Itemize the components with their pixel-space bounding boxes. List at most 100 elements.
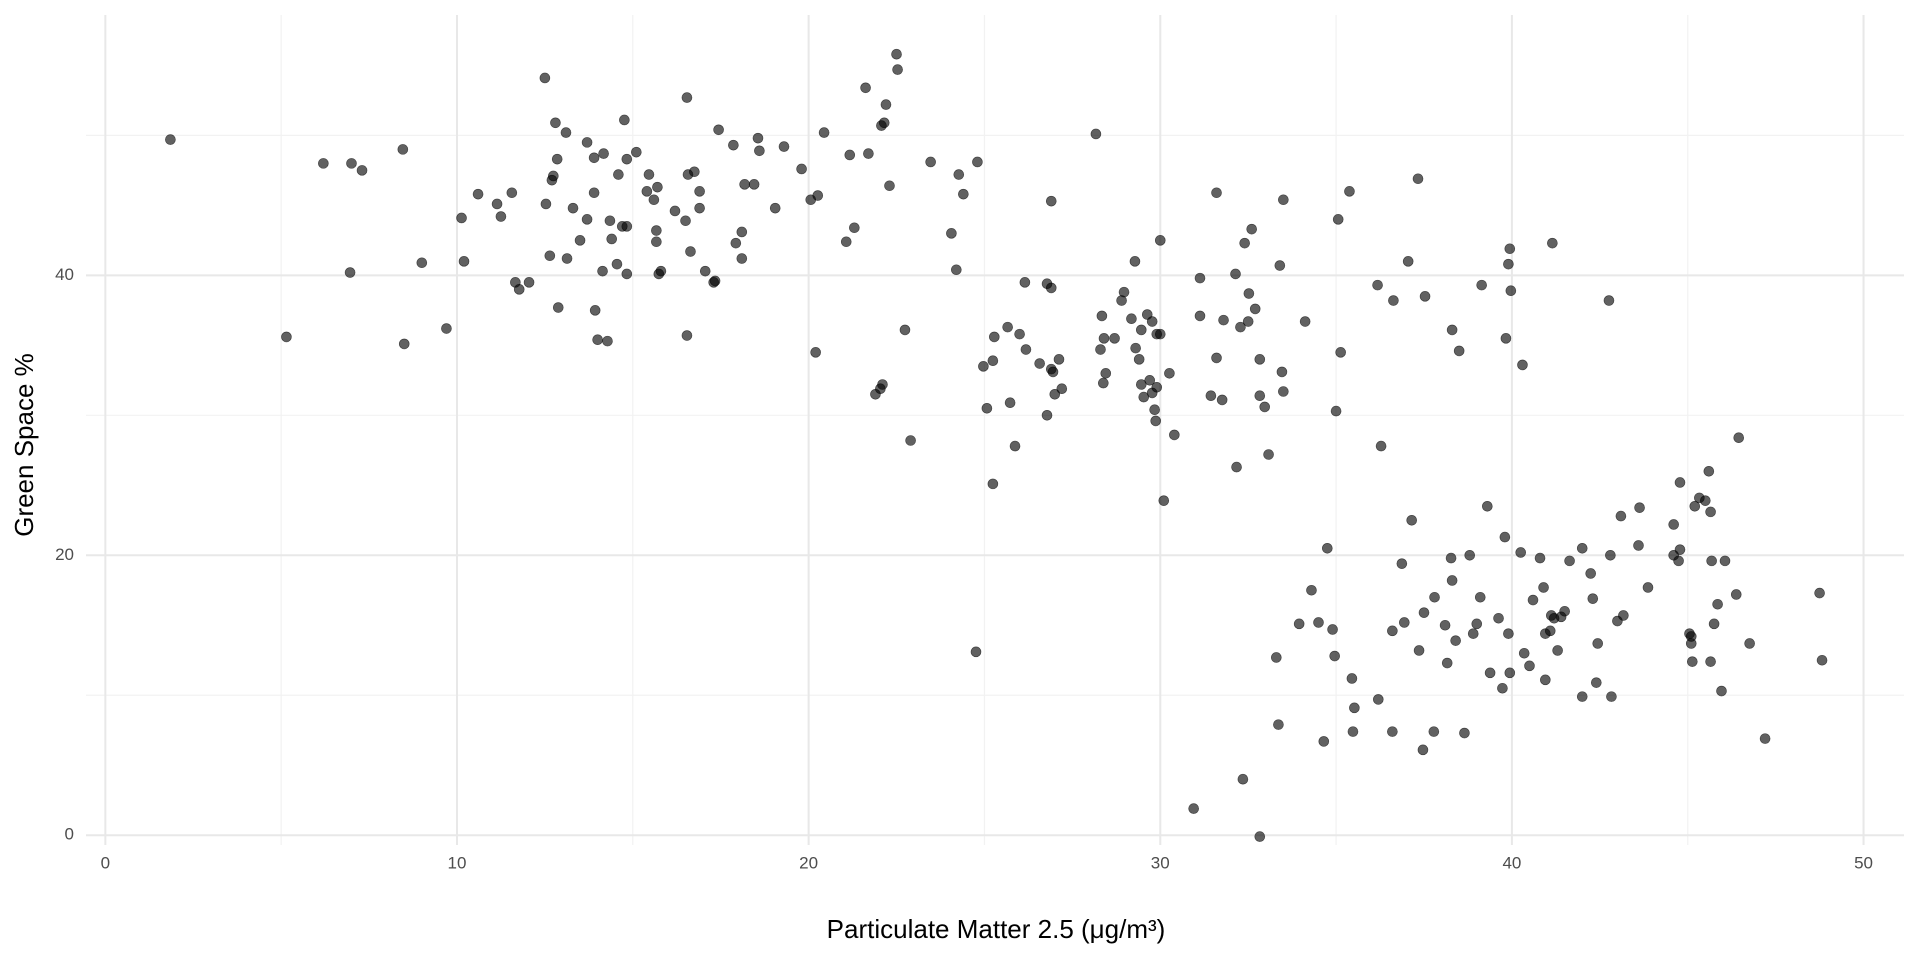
point [844,149,856,161]
point [1576,691,1588,702]
point [1592,638,1604,649]
point [1503,258,1514,270]
point [1239,237,1250,249]
y-tick-label: 20 [55,545,74,564]
point [1538,582,1549,593]
point [1090,128,1102,140]
point [1231,461,1242,473]
point [1387,625,1398,637]
point [1126,313,1137,325]
point [1118,286,1130,298]
point [1441,657,1453,669]
point [1330,405,1342,417]
point [648,194,660,206]
point [860,82,871,94]
point [1668,519,1679,530]
point [643,169,655,180]
point [550,117,561,129]
point [1816,654,1828,666]
point [1634,502,1645,513]
point [1109,333,1120,344]
point [655,265,667,277]
point [925,156,936,168]
point [1547,237,1558,249]
point [1527,594,1539,606]
point [602,335,613,347]
point [1417,744,1429,756]
point [1133,354,1145,365]
point [946,228,957,239]
point [680,215,691,227]
point [597,265,608,277]
point [1730,589,1742,600]
point [613,169,624,180]
point [878,117,890,129]
point [1484,667,1496,679]
point [1504,243,1516,255]
point [651,225,662,236]
x-tick-label: 40 [1502,853,1521,872]
point [1387,726,1398,737]
point [1418,607,1430,618]
point [1439,619,1451,631]
point [1388,295,1399,306]
point [1674,544,1686,555]
point [581,214,593,225]
point [1576,542,1588,554]
point [631,146,642,158]
grid [86,15,1904,845]
x-axis-title: Particulate Matter 2.5 (μg/m³) [827,914,1166,944]
point [694,202,705,214]
point [621,153,633,165]
point [397,144,409,155]
point [544,250,556,262]
point [1559,605,1570,617]
point [1329,650,1340,662]
point [1544,625,1556,637]
point [1505,285,1517,297]
point [1293,618,1305,630]
point [972,156,983,168]
point [491,198,503,210]
point [728,139,739,151]
point [1474,591,1486,603]
point [416,257,428,269]
point [730,237,742,249]
point [1135,324,1147,336]
point [1618,610,1629,621]
point [1045,195,1057,207]
point [1237,773,1249,785]
point [1149,404,1160,416]
point [1349,702,1360,714]
point [506,187,518,199]
point [1587,593,1599,604]
point [1344,186,1355,197]
point [840,236,852,248]
point [987,355,999,367]
point [1278,386,1289,397]
point [281,331,292,343]
point [1318,736,1330,747]
point [1273,719,1284,730]
point [1346,673,1358,684]
point [1045,282,1057,294]
point [1712,598,1723,610]
point [1705,506,1716,518]
point [1428,726,1440,737]
point [681,330,693,341]
point [953,169,965,180]
point [611,258,623,270]
point [736,226,748,238]
point [1146,316,1158,327]
point [1703,465,1715,477]
point [1450,635,1461,646]
point [1322,542,1333,554]
point [1467,628,1479,639]
point [713,124,724,136]
point [1335,347,1346,358]
point [1476,279,1487,291]
point [1150,415,1162,427]
point [1002,321,1013,333]
point [1194,310,1206,322]
point [1515,547,1527,558]
